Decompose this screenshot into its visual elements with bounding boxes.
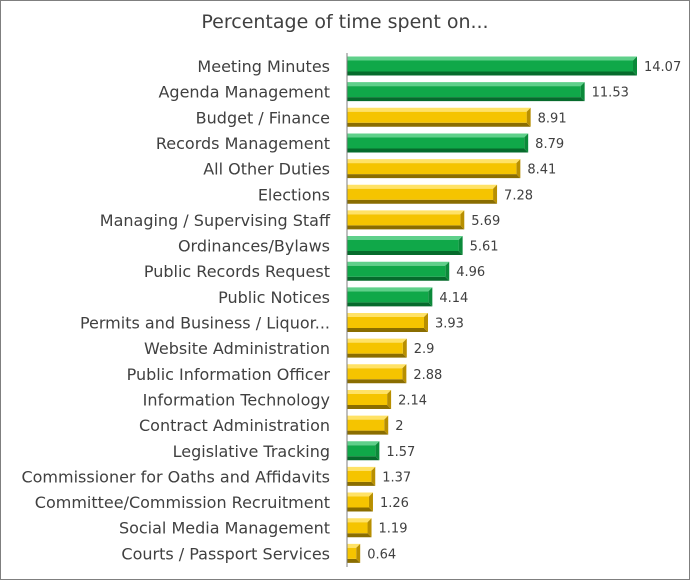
value-label: 1.26: [380, 496, 409, 511]
bar: [347, 441, 380, 461]
category-label: Budget / Finance: [196, 108, 330, 127]
category-label: Elections: [258, 185, 330, 204]
category-label: Courts / Passport Services: [121, 544, 330, 563]
bar: [347, 492, 373, 512]
value-label: 11.53: [592, 86, 629, 101]
value-label: 4.14: [439, 291, 468, 306]
category-label: Meeting Minutes: [197, 57, 330, 76]
bar: [347, 159, 521, 179]
value-label: 2: [395, 419, 403, 434]
category-label: Legislative Tracking: [173, 442, 330, 461]
bar: [347, 236, 463, 256]
category-label: Website Administration: [144, 339, 330, 358]
category-label: Public Information Officer: [127, 365, 331, 384]
value-label: 1.19: [379, 522, 408, 537]
bar: [347, 518, 372, 538]
category-label: Public Records Request: [144, 262, 330, 281]
bar: [347, 210, 465, 230]
value-label: 5.69: [471, 214, 500, 229]
category-label: Permits and Business / Liquor...: [80, 314, 330, 333]
value-label: 1.37: [382, 470, 411, 485]
value-label: 4.96: [456, 265, 485, 280]
category-label: Managing / Supervising Staff: [100, 211, 331, 230]
value-label: 1.57: [386, 445, 415, 460]
bar: [347, 415, 389, 435]
category-label: Ordinances/Bylaws: [178, 237, 330, 256]
bar: [347, 313, 429, 332]
value-label: 8.41: [527, 163, 556, 178]
category-label: All Other Duties: [203, 160, 330, 179]
bar: [347, 56, 637, 76]
value-label: 0.64: [367, 547, 396, 562]
value-label: 5.61: [470, 240, 499, 255]
category-label: Public Notices: [218, 288, 330, 307]
value-label: 2.9: [414, 342, 435, 357]
value-label: 8.79: [535, 137, 564, 152]
value-label: 2.88: [413, 368, 442, 383]
value-label: 14.07: [644, 60, 681, 75]
bar: [347, 133, 529, 153]
chart-title: Percentage of time spent on...: [201, 11, 489, 33]
category-label: Committee/Commission Recruitment: [35, 493, 330, 512]
bar: [347, 466, 376, 486]
category-label: Commissioner for Oaths and Affidavits: [21, 467, 330, 486]
value-label: 8.91: [538, 111, 567, 126]
bar: [347, 184, 498, 204]
value-label: 2.14: [398, 393, 427, 408]
bar: [347, 338, 407, 358]
bar: [347, 364, 407, 384]
category-label: Information Technology: [143, 390, 330, 409]
category-label: Contract Administration: [139, 416, 330, 435]
bar: [347, 82, 585, 102]
category-label: Records Management: [156, 134, 330, 153]
bar: [347, 107, 531, 127]
category-label: Agenda Management: [158, 83, 330, 102]
value-label: 7.28: [504, 188, 533, 203]
category-label: Social Media Management: [119, 519, 330, 538]
bar: [347, 543, 361, 563]
value-label: 3.93: [435, 317, 464, 332]
bar: [347, 261, 450, 281]
bar: [347, 389, 392, 409]
bar: [347, 287, 433, 307]
